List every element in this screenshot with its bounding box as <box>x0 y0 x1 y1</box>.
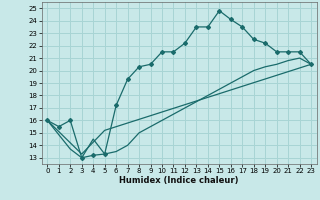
X-axis label: Humidex (Indice chaleur): Humidex (Indice chaleur) <box>119 176 239 185</box>
